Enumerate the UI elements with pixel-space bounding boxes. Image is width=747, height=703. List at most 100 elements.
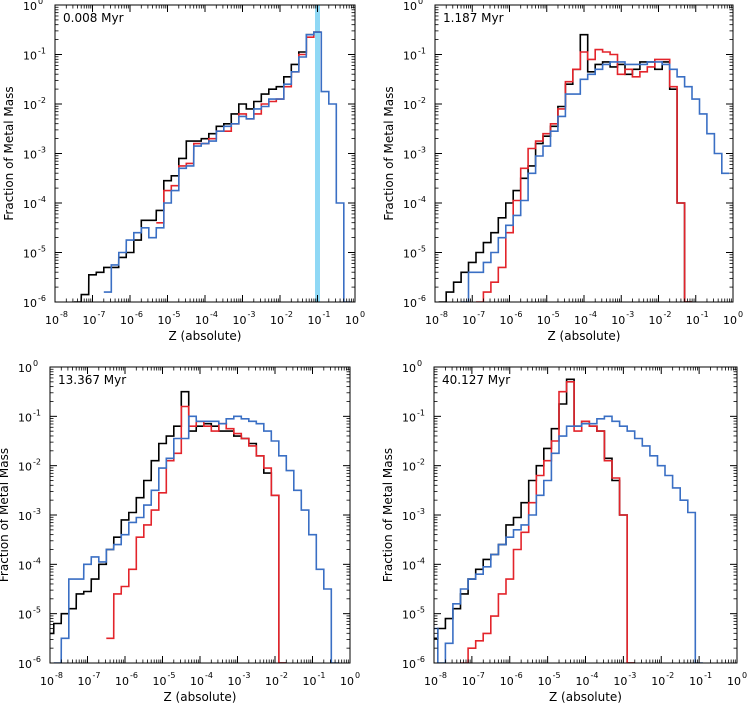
plot-frame bbox=[434, 4, 734, 303]
panel-13-367-myr: 10 -8 10 -7 10 -6 10 -5 10 -4 10 -3 10 -2 10 -1 10 010 -61… bbox=[0, 359, 360, 703]
y-tick-exponent: -1 bbox=[38, 47, 46, 56]
plot-area bbox=[73, 5, 352, 302]
x-tick-label: 10 bbox=[115, 675, 129, 688]
x-tick-label: 10 bbox=[686, 314, 700, 327]
x-tick-label: 10 bbox=[233, 314, 247, 327]
x-tick-label: 10 bbox=[576, 675, 590, 688]
x-tick-exponent: -8 bbox=[60, 310, 68, 319]
x-tick-exponent: 0 bbox=[355, 671, 360, 680]
y-tick-label: 10 bbox=[23, 50, 37, 63]
y-tick-label: 10 bbox=[18, 559, 32, 572]
series-black-line bbox=[434, 378, 635, 663]
x-tick-exponent: 0 bbox=[360, 310, 365, 319]
y-axis-label: Fraction of Metal Mass bbox=[2, 86, 16, 220]
y-tick-exponent: -2 bbox=[33, 458, 41, 467]
y-tick-label: 10 bbox=[402, 559, 416, 572]
plot-frame bbox=[54, 4, 356, 303]
series-blue-line bbox=[103, 31, 352, 302]
series-red-line bbox=[476, 48, 692, 302]
y-tick-exponent: -4 bbox=[33, 556, 41, 565]
x-tick-exponent: -4 bbox=[205, 671, 213, 680]
y-tick-exponent: -3 bbox=[33, 507, 41, 516]
y-tick-exponent: -4 bbox=[417, 556, 425, 565]
y-tick-exponent: -2 bbox=[418, 96, 426, 105]
x-axis-label: Z (absolute) bbox=[549, 690, 622, 703]
y-tick-label: 10 bbox=[23, 297, 37, 310]
x-tick-exponent: -7 bbox=[477, 671, 485, 680]
x-tick-exponent: -7 bbox=[93, 671, 101, 680]
x-tick-label: 10 bbox=[270, 314, 284, 327]
panel-title: 40.127 Myr bbox=[442, 373, 510, 387]
y-tick-exponent: 0 bbox=[417, 359, 422, 368]
x-tick-exponent: -8 bbox=[55, 671, 63, 680]
y-tick-label: 10 bbox=[18, 658, 32, 671]
x-tick-label: 10 bbox=[83, 314, 97, 327]
y-tick-label: 10 bbox=[402, 510, 416, 523]
y-tick-label: 10 bbox=[402, 461, 416, 474]
y-tick-exponent: -3 bbox=[38, 146, 46, 155]
y-tick-label: 10 bbox=[23, 248, 37, 261]
y-tick-exponent: -1 bbox=[33, 408, 41, 417]
y-tick-label: 10 bbox=[23, 99, 37, 112]
plot-area bbox=[50, 390, 339, 663]
x-tick-label: 10 bbox=[651, 675, 665, 688]
x-tick-exponent: -8 bbox=[440, 310, 448, 319]
series-red-line bbox=[106, 405, 287, 663]
y-tick-label: 10 bbox=[403, 198, 417, 211]
y-tick-exponent: -6 bbox=[417, 655, 425, 664]
x-tick-label: 10 bbox=[537, 314, 551, 327]
x-axis-label: Z (absolute) bbox=[169, 329, 242, 343]
y-tick-label: 10 bbox=[402, 609, 416, 622]
y-tick-exponent: 0 bbox=[38, 0, 43, 6]
x-tick-label: 10 bbox=[228, 675, 242, 688]
x-tick-label: 10 bbox=[425, 314, 439, 327]
x-tick-exponent: -4 bbox=[589, 310, 597, 319]
y-tick-label: 10 bbox=[402, 362, 416, 375]
panel-0-008-myr: 10 -8 10 -7 10 -6 10 -5 10 -4 10 -3 10 -2 10 -1 10 010 -61… bbox=[2, 0, 365, 343]
series-blue-line bbox=[53, 415, 339, 663]
y-tick-exponent: -1 bbox=[417, 408, 425, 417]
series-red-line bbox=[156, 31, 322, 224]
x-tick-label: 10 bbox=[158, 314, 172, 327]
y-tick-exponent: -4 bbox=[418, 195, 426, 204]
panel-title: 1.187 Myr bbox=[443, 11, 504, 25]
y-tick-label: 10 bbox=[403, 50, 417, 63]
x-tick-label: 10 bbox=[340, 675, 354, 688]
y-tick-exponent: -4 bbox=[38, 195, 46, 204]
y-axis-label: Fraction of Metal Mass bbox=[381, 448, 395, 582]
x-tick-exponent: -2 bbox=[664, 310, 672, 319]
y-tick-label: 10 bbox=[23, 198, 37, 211]
y-tick-exponent: -2 bbox=[417, 458, 425, 467]
x-tick-label: 10 bbox=[195, 314, 209, 327]
x-tick-label: 10 bbox=[538, 675, 552, 688]
y-tick-label: 10 bbox=[403, 99, 417, 112]
x-tick-label: 10 bbox=[613, 675, 627, 688]
x-tick-label: 10 bbox=[462, 314, 476, 327]
plot-area bbox=[438, 33, 730, 302]
x-tick-exponent: -5 bbox=[552, 310, 560, 319]
y-tick-exponent: -5 bbox=[417, 606, 425, 615]
y-tick-label: 10 bbox=[403, 297, 417, 310]
series-black-line bbox=[438, 33, 692, 302]
x-tick-exponent: -1 bbox=[701, 310, 709, 319]
series-blue-line bbox=[461, 61, 730, 302]
x-tick-exponent: -3 bbox=[628, 671, 636, 680]
plot-area bbox=[434, 378, 703, 663]
x-tick-label: 10 bbox=[574, 314, 588, 327]
x-tick-exponent: -2 bbox=[280, 671, 288, 680]
x-tick-exponent: -3 bbox=[248, 310, 256, 319]
y-tick-exponent: -3 bbox=[418, 146, 426, 155]
y-tick-label: 10 bbox=[23, 149, 37, 162]
x-tick-label: 10 bbox=[424, 675, 438, 688]
x-tick-label: 10 bbox=[303, 675, 317, 688]
x-tick-label: 10 bbox=[689, 675, 703, 688]
x-tick-label: 10 bbox=[308, 314, 322, 327]
highlight-band bbox=[315, 5, 320, 302]
panel-1-187-myr: 10 -8 10 -7 10 -6 10 -5 10 -4 10 -3 10 -2 10 -1 10 010 -61… bbox=[382, 0, 743, 343]
x-tick-label: 10 bbox=[78, 675, 92, 688]
y-tick-label: 10 bbox=[403, 248, 417, 261]
y-tick-label: 10 bbox=[403, 0, 417, 13]
y-tick-label: 10 bbox=[18, 461, 32, 474]
x-tick-label: 10 bbox=[190, 675, 204, 688]
